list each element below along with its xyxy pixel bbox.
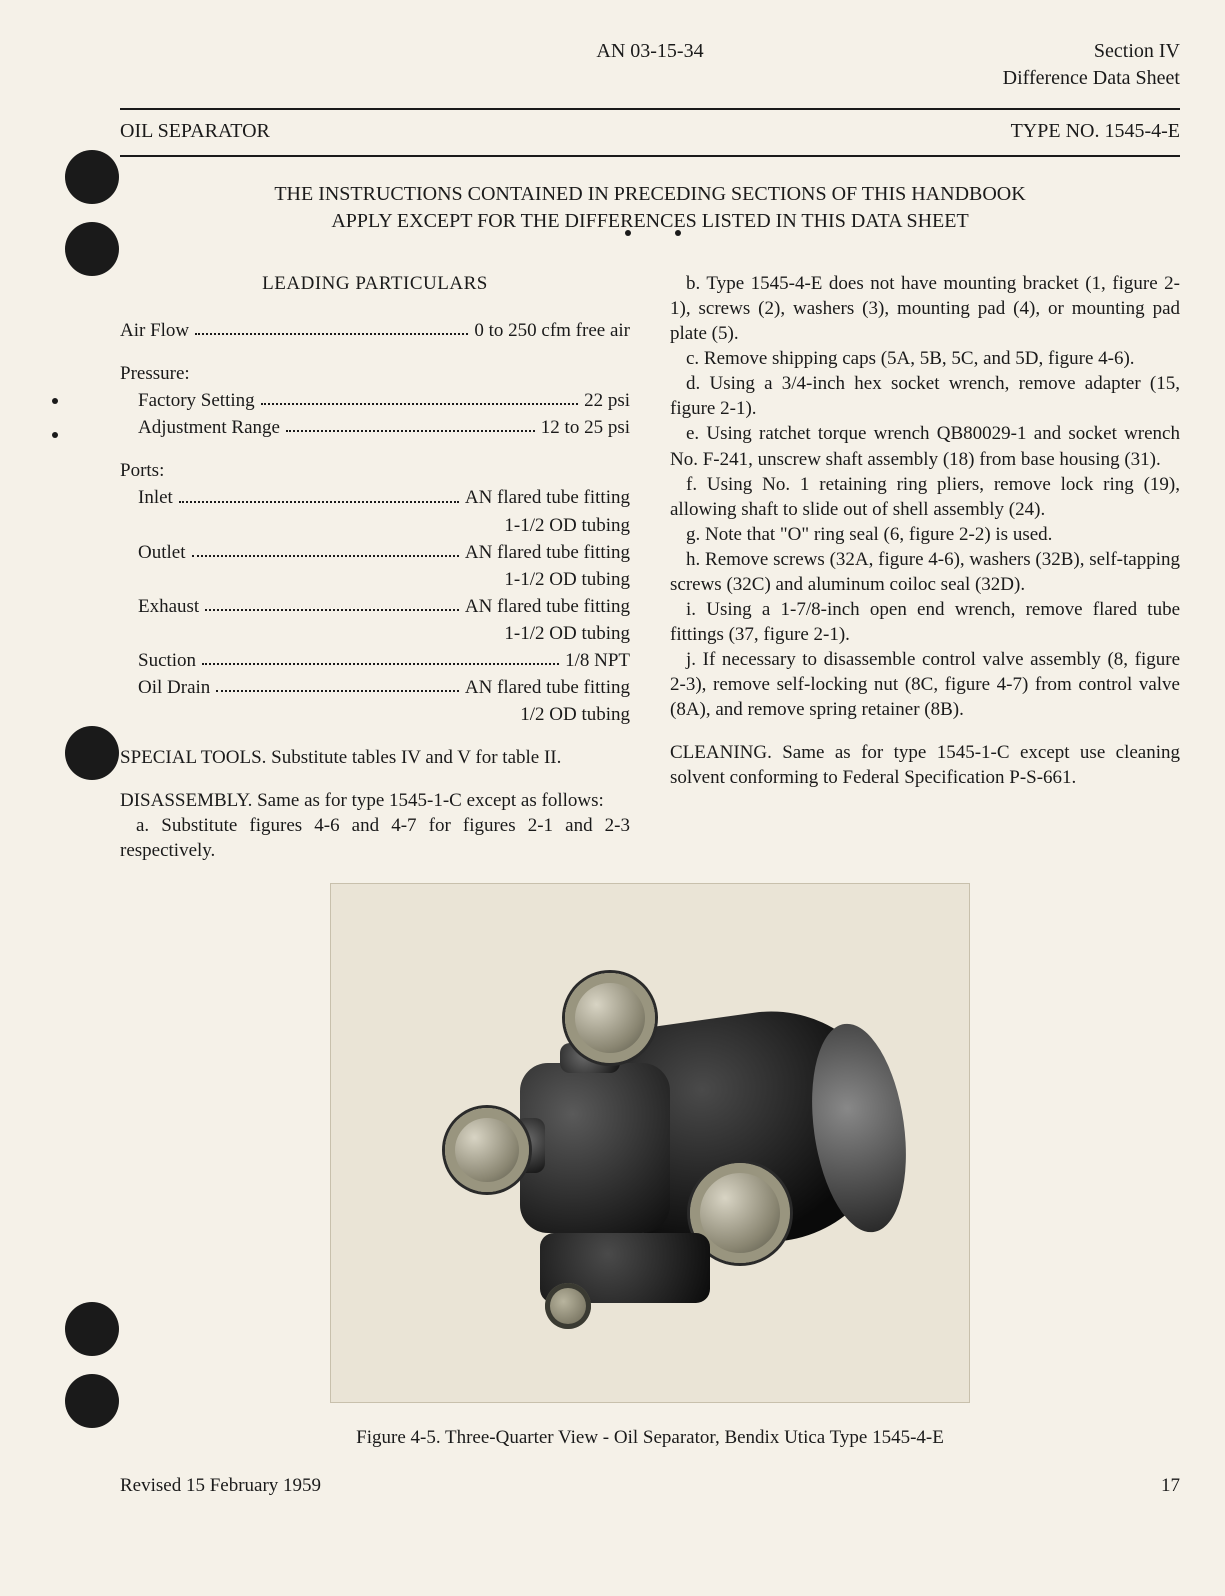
spec-adjustment-range: Adjustment Range 12 to 25 psi (120, 415, 630, 440)
figure-4-5-image (330, 883, 970, 1403)
port-fitting-top (565, 973, 655, 1063)
two-column-body: LEADING PARTICULARS Air Flow 0 to 250 cf… (120, 271, 1180, 863)
section-subtitle: Difference Data Sheet (120, 67, 1180, 90)
leader-dots (179, 485, 459, 502)
leader-dots (192, 540, 459, 557)
spec-factory-setting: Factory Setting 22 psi (120, 388, 630, 413)
spec-value: AN flared tube fitting (465, 675, 630, 700)
leader-dots (261, 388, 578, 405)
stray-mark (52, 432, 58, 438)
spec-label: Suction (138, 648, 196, 673)
stray-mark (625, 230, 631, 236)
disassembly-item-b: b. Type 1545-4-E does not have mounting … (670, 271, 1180, 346)
spec-value: 0 to 250 cfm free air (474, 318, 630, 343)
leader-dots (205, 594, 459, 611)
spec-value: AN flared tube fitting (465, 485, 630, 510)
leader-dots (202, 648, 559, 665)
punch-hole (65, 222, 119, 276)
disassembly-item-e: e. Using ratchet torque wrench QB80029-1… (670, 421, 1180, 471)
page-footer: Revised 15 February 1959 17 (120, 1475, 1180, 1497)
spec-label: Oil Drain (138, 675, 210, 700)
disassembly-item-i: i. Using a 1-7/8-inch open end wrench, r… (670, 597, 1180, 647)
punch-hole (65, 150, 119, 204)
leading-particulars-heading: LEADING PARTICULARS (120, 271, 630, 296)
spec-value-line2: 1-1/2 OD tubing (120, 567, 630, 592)
stray-mark (52, 398, 58, 404)
disassembly-item-h: h. Remove screws (32A, figure 4-6), wash… (670, 547, 1180, 597)
cleaning-para: CLEANING. Same as for type 1545-1-C exce… (670, 740, 1180, 790)
connector-plug (545, 1283, 591, 1329)
disassembly-item-d: d. Using a 3/4-inch hex socket wrench, r… (670, 371, 1180, 421)
spec-suction: Suction 1/8 NPT (120, 648, 630, 673)
pressure-group-label: Pressure: (120, 361, 630, 386)
disassembly-para: DISASSEMBLY. Same as for type 1545-1-C e… (120, 788, 630, 813)
spec-value-line2: 1-1/2 OD tubing (120, 621, 630, 646)
spec-value: 1/8 NPT (565, 648, 630, 673)
page-number: 17 (1161, 1475, 1180, 1497)
left-column: LEADING PARTICULARS Air Flow 0 to 250 cf… (120, 271, 630, 863)
leader-dots (216, 675, 459, 692)
leader-dots (286, 415, 535, 432)
disassembly-item-f: f. Using No. 1 retaining ring pliers, re… (670, 472, 1180, 522)
page-content: AN 03-15-34 Section IV Difference Data S… (120, 40, 1180, 1497)
disassembly-item-a: a. Substitute figures 4-6 and 4-7 for fi… (120, 813, 630, 863)
section-label: Section IV (827, 40, 1180, 63)
divider (120, 155, 1180, 157)
figure-caption: Figure 4-5. Three-Quarter View - Oil Sep… (120, 1427, 1180, 1449)
special-tools-para: SPECIAL TOOLS. Substitute tables IV and … (120, 745, 630, 770)
spec-inlet: Inlet AN flared tube fitting (120, 485, 630, 510)
spec-label: Air Flow (120, 318, 189, 343)
ports-group-label: Ports: (120, 458, 630, 483)
spec-value: 22 psi (584, 388, 630, 413)
banner-line: APPLY EXCEPT FOR THE DIFFERENCES LISTED … (120, 208, 1180, 235)
disassembly-item-c: c. Remove shipping caps (5A, 5B, 5C, and… (670, 346, 1180, 371)
spec-exhaust: Exhaust AN flared tube fitting (120, 594, 630, 619)
spec-label: Outlet (138, 540, 186, 565)
spec-label: Factory Setting (138, 388, 255, 413)
title-row: OIL SEPARATOR TYPE NO. 1545-4-E (120, 110, 1180, 155)
spec-label: Exhaust (138, 594, 199, 619)
type-number: TYPE NO. 1545-4-E (1011, 120, 1180, 143)
punch-hole (65, 1302, 119, 1356)
doc-number: AN 03-15-34 (473, 40, 826, 63)
component-name: OIL SEPARATOR (120, 120, 270, 143)
spec-outlet: Outlet AN flared tube fitting (120, 540, 630, 565)
right-column: b. Type 1545-4-E does not have mounting … (670, 271, 1180, 863)
oil-separator-illustration (390, 933, 910, 1353)
punch-hole (65, 1374, 119, 1428)
banner-line: THE INSTRUCTIONS CONTAINED IN PRECEDING … (120, 181, 1180, 208)
port-fitting-left (445, 1108, 529, 1192)
spec-oil-drain: Oil Drain AN flared tube fitting (120, 675, 630, 700)
spec-value-line2: 1-1/2 OD tubing (120, 513, 630, 538)
leader-dots (195, 318, 468, 335)
stray-mark (675, 230, 681, 236)
disassembly-item-g: g. Note that "O" ring seal (6, figure 2-… (670, 522, 1180, 547)
spec-value-line2: 1/2 OD tubing (120, 702, 630, 727)
spec-label: Adjustment Range (138, 415, 280, 440)
revision-date: Revised 15 February 1959 (120, 1475, 321, 1497)
spec-value: AN flared tube fitting (465, 594, 630, 619)
page-header: AN 03-15-34 Section IV (120, 40, 1180, 63)
spec-airflow: Air Flow 0 to 250 cfm free air (120, 318, 630, 343)
spec-label: Inlet (138, 485, 173, 510)
disassembly-item-j: j. If necessary to disassemble control v… (670, 647, 1180, 722)
instruction-banner: THE INSTRUCTIONS CONTAINED IN PRECEDING … (120, 181, 1180, 235)
spec-value: 12 to 25 psi (541, 415, 630, 440)
spec-value: AN flared tube fitting (465, 540, 630, 565)
punch-hole (65, 726, 119, 780)
